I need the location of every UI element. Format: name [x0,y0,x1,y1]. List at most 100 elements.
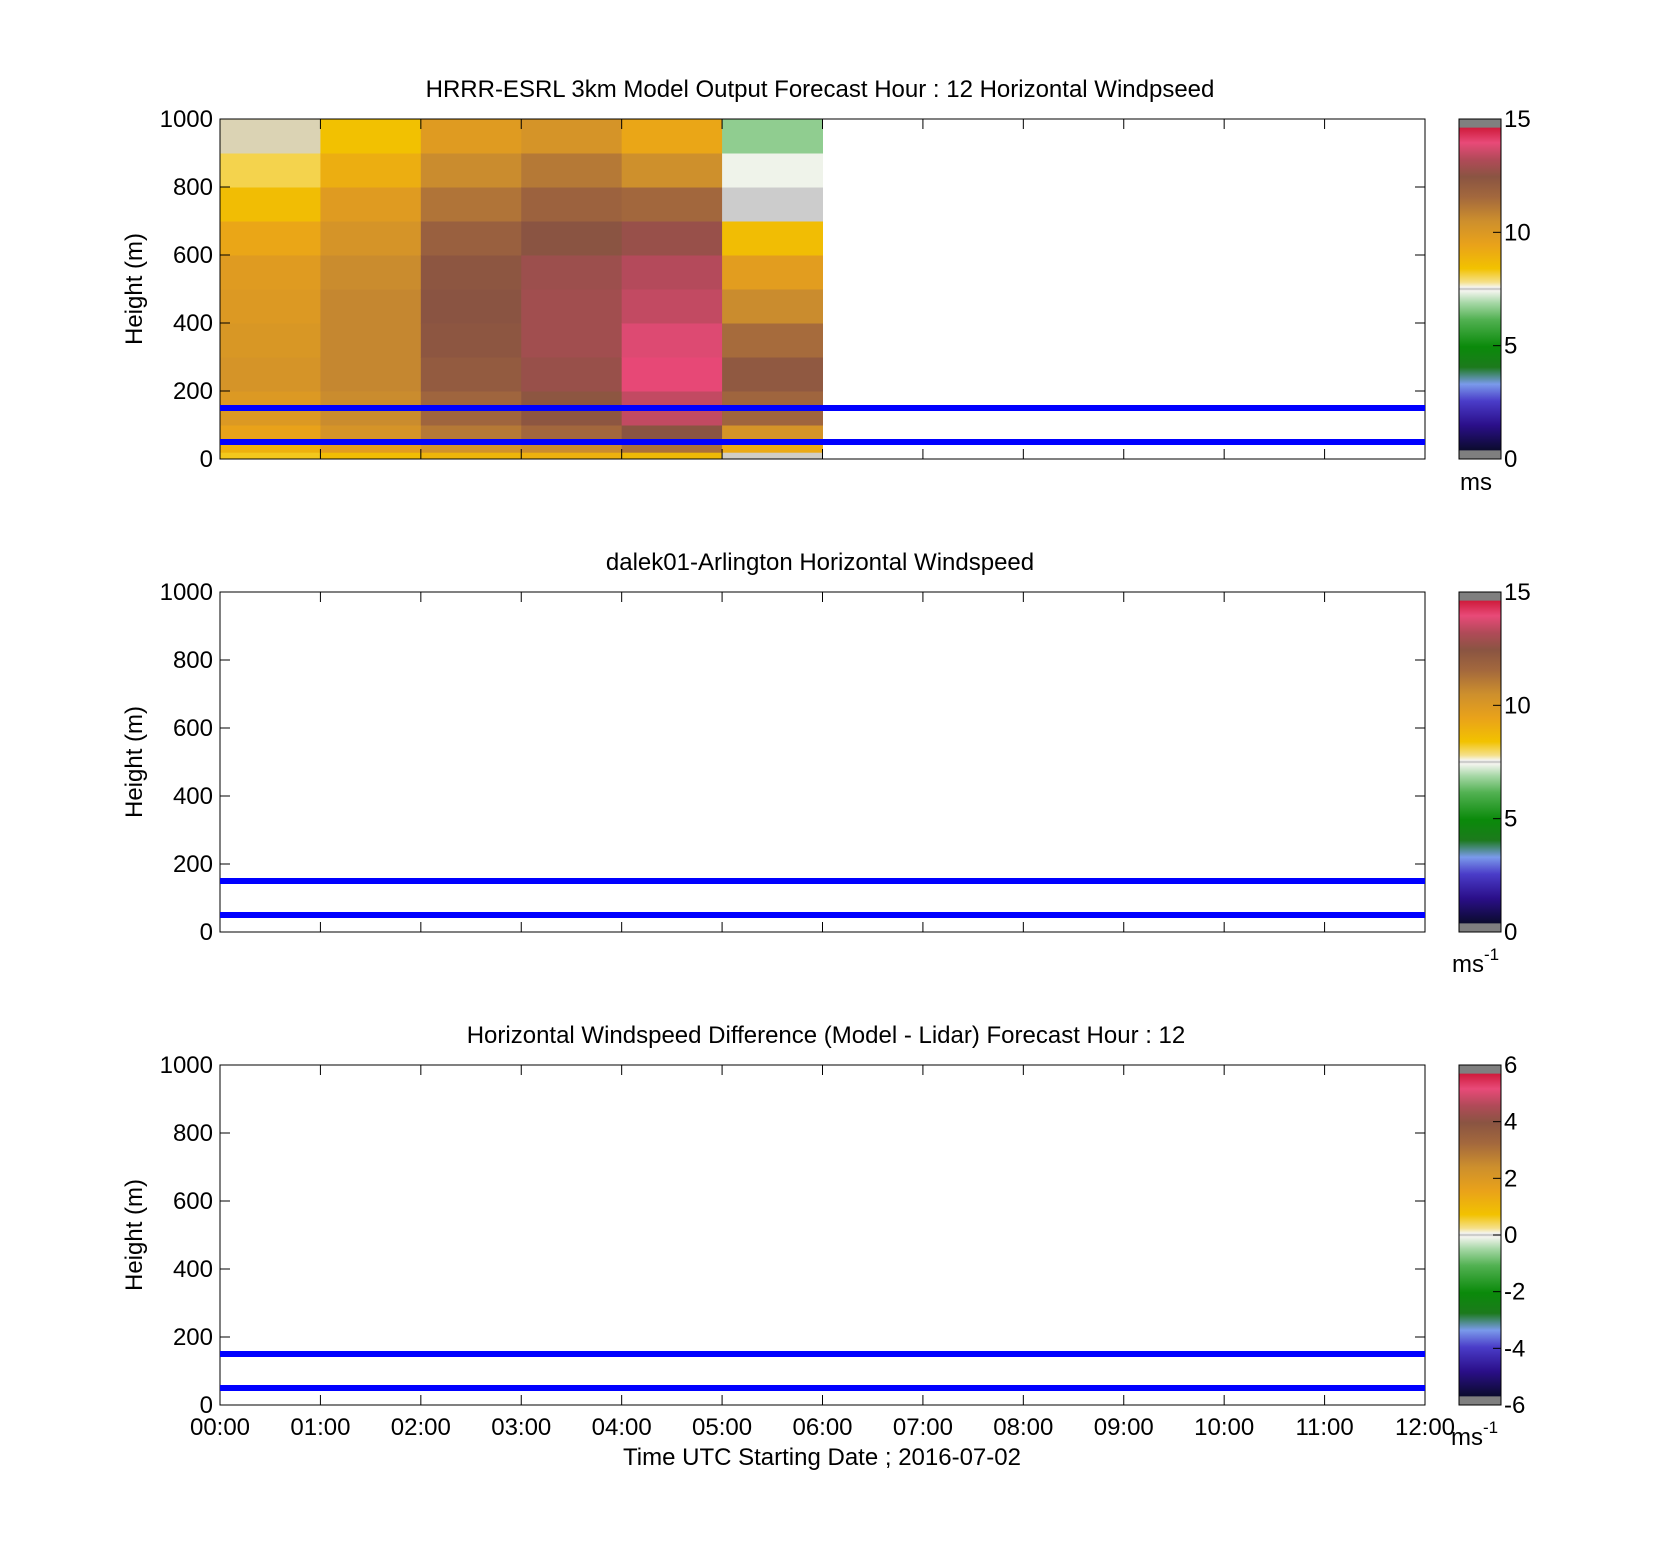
colorbar-tick-label: 0 [1504,1222,1517,1249]
heatmap-cell [621,119,723,154]
colorbar-tick-label: 4 [1504,1109,1517,1136]
heatmap-cell [722,357,823,392]
y-tick-label: 0 [200,1392,213,1419]
y-axis-label: Height (m) [121,1179,148,1291]
colorbar-ticks: -6 -4 -2 0 2 4 6 [1493,1052,1525,1419]
heatmap-cell [420,119,522,154]
heatmap-cell [722,153,823,188]
y-tick-label: 800 [173,1120,213,1147]
heatmap-cell [722,289,823,324]
heatmap-cell [521,255,623,290]
x-tick-label: 07:00 [893,1414,953,1441]
x-tick-label: 00:00 [190,1414,250,1441]
x-ticks [219,1065,1426,1405]
heatmap-cell [220,425,321,440]
x-tick-label: 03:00 [491,1414,551,1441]
y-tick-label: 200 [173,378,213,405]
y-tick-label: 200 [173,1324,213,1351]
heatmap-cell [320,119,422,154]
heatmap-cell [722,119,823,154]
x-ticks [219,119,1426,459]
x-tick-label: 02:00 [391,1414,451,1441]
heatmap-cell [420,357,522,392]
y-tick-label: 200 [173,851,213,878]
heatmap-cell [722,452,823,460]
heatmap-cell [320,289,422,324]
y-tick-label: 600 [173,242,213,269]
panel-title: dalek01-Arlington Horizontal Windspeed [606,549,1034,576]
heatmap-cell [621,221,723,256]
x-tick-label: 05:00 [692,1414,752,1441]
y-axis-label: Height (m) [121,706,148,818]
heatmap-cell [220,452,321,460]
panel-title: HRRR-ESRL 3km Model Output Forecast Hour… [426,76,1215,103]
y-tick-label: 800 [173,647,213,674]
colorbar-tick-label: 15 [1504,106,1531,133]
colorbar: 0 5 10 15 ms-1 [1452,579,1531,978]
heatmap-cell [320,425,422,440]
heatmap-cell [621,153,723,188]
heatmap-cell [521,153,623,188]
y-tick-label: 0 [200,446,213,473]
y-tick-label: 400 [173,1256,213,1283]
colorbar-tick-label: 6 [1504,1052,1517,1079]
y-ticks: 0 200 400 600 800 1000 [160,1052,1425,1419]
heatmap-cell [722,221,823,256]
reference-lines [220,878,1425,918]
heatmap-cell [621,289,723,324]
y-ticks: 0 200 400 600 800 1000 [160,106,1425,473]
heatmap-cell [420,425,522,440]
colorbar-unit: ms-1 [1452,945,1499,978]
y-tick-label: 0 [200,919,213,946]
heatmap-cell [420,323,522,358]
colorbar-ticks: 0 5 10 15 [1493,579,1531,946]
heatmap-cell [621,452,723,460]
y-tick-label: 400 [173,310,213,337]
colorbar: -6 -4 -2 0 2 4 6 ms-1 [1451,1052,1525,1451]
y-tick-label: 600 [173,715,213,742]
heatmap-cell [420,153,522,188]
y-tick-label: 800 [173,174,213,201]
heatmap-cell [220,357,321,392]
colorbar-tick-label: 0 [1504,446,1517,473]
heatmap-cell [722,425,823,440]
x-tick-label: 06:00 [792,1414,852,1441]
heatmap-cell [521,357,623,392]
heatmap-cell [521,289,623,324]
colorbar-tick-label: -2 [1504,1279,1525,1306]
heatmap-cell [320,255,422,290]
heatmap-cell [521,221,623,256]
y-tick-label: 1000 [160,579,213,606]
colorbar-ticks: 0 5 10 15 [1493,106,1531,473]
heatmap-cell [220,255,321,290]
reference-lines [220,1351,1425,1391]
heatmap-cell [722,255,823,290]
y-ticks: 0 200 400 600 800 1000 [160,579,1425,946]
y-tick-label: 600 [173,1188,213,1215]
heatmap-cell [621,323,723,358]
x-tick-label: 12:00 [1395,1414,1455,1441]
heatmap-cell [521,323,623,358]
heatmap-cell [220,289,321,324]
colorbar-tick-label: 0 [1504,919,1517,946]
heatmap-cell [320,452,422,460]
x-tick-label: 04:00 [592,1414,652,1441]
reference-lines [220,405,1425,445]
heatmap-cell [420,187,522,222]
heatmap-cell [621,357,723,392]
colorbar-tick-label: 5 [1504,806,1517,833]
heatmap-cell [220,187,321,222]
heatmap-cell [621,425,723,440]
colorbar-tick-label: 10 [1504,692,1531,719]
x-tick-label: 01:00 [290,1414,350,1441]
heatmap-cell [320,357,422,392]
colorbar-gradient [1458,118,1502,460]
x-tick-label: 09:00 [1094,1414,1154,1441]
y-tick-label: 400 [173,783,213,810]
heatmap-cell [722,323,823,358]
y-tick-label: 1000 [160,106,213,133]
colorbar-unit: ms-1 [1451,1418,1498,1451]
colorbar-unit: ms [1460,469,1492,496]
heatmap-cell [621,255,723,290]
heatmap-cell [521,187,623,222]
